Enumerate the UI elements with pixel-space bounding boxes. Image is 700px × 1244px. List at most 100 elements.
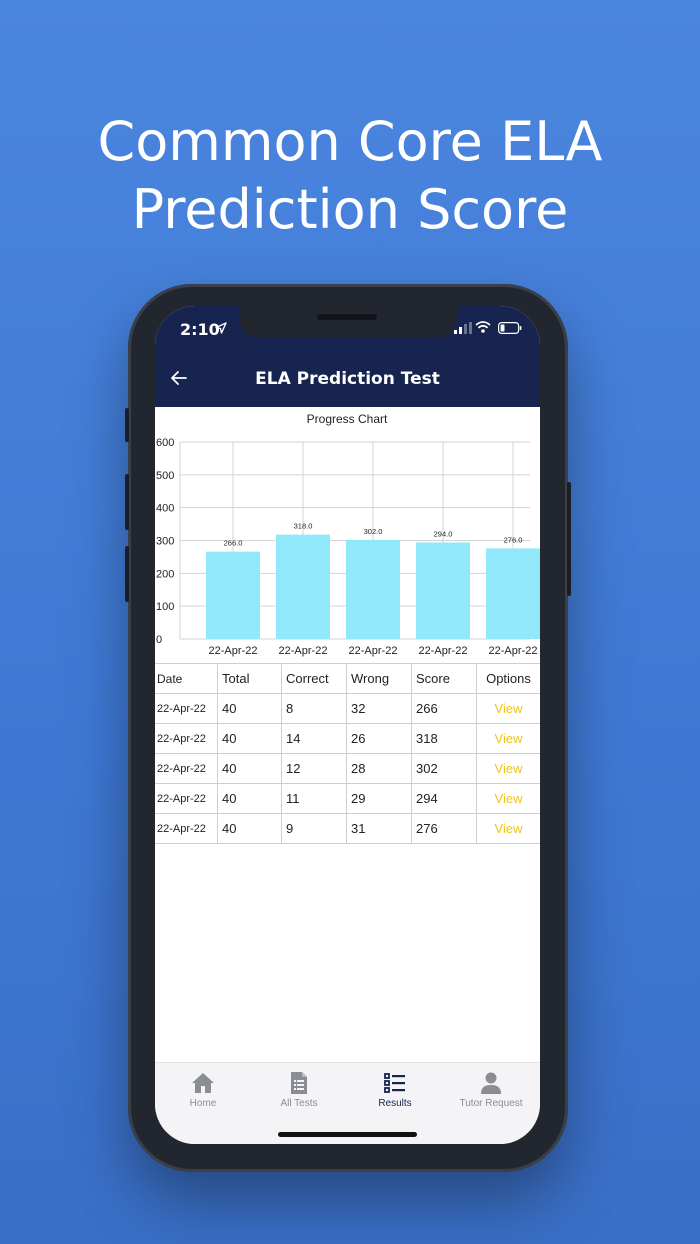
- view-link[interactable]: View: [494, 791, 523, 806]
- chart-bar: [486, 548, 540, 639]
- header-correct: Correct: [282, 664, 347, 693]
- y-tick-label: 400: [156, 503, 174, 515]
- cell-date: 22-Apr-22: [155, 694, 218, 723]
- tab-all-tests[interactable]: All Tests: [251, 1063, 347, 1123]
- table-row: 22-Apr-22 40 11 29 294 View: [155, 784, 540, 814]
- cell-date: 22-Apr-22: [155, 724, 218, 753]
- cell-wrong: 28: [347, 754, 412, 783]
- y-tick-label: 100: [156, 601, 174, 613]
- y-tick-label: 600: [156, 437, 174, 449]
- view-link[interactable]: View: [494, 701, 523, 716]
- chart-title: Progress Chart: [307, 412, 388, 426]
- header-score: Score: [412, 664, 477, 693]
- document-list-icon: [291, 1072, 307, 1094]
- tab-tutor-request[interactable]: Tutor Request: [443, 1063, 539, 1123]
- chart-bar: [346, 539, 400, 639]
- view-link[interactable]: View: [494, 821, 523, 836]
- cell-total: 40: [218, 754, 282, 783]
- phone-screen: 2:10 ELA Prediction Test Progress Char: [155, 306, 540, 1144]
- chart-bar: [206, 551, 260, 639]
- bar-value-label: 276.0: [504, 535, 523, 544]
- mute-switch: [125, 408, 129, 442]
- view-link[interactable]: View: [494, 731, 523, 746]
- y-tick-label: 0: [156, 634, 162, 646]
- promo-headline: Common Core ELA Prediction Score: [0, 108, 700, 244]
- cell-date: 22-Apr-22: [155, 814, 218, 843]
- cell-options: View: [477, 754, 540, 783]
- progress-chart-svg: Progress Chart 0 100 200 300 400 500 600 266.0 22…: [156, 412, 540, 657]
- battery-icon: [498, 322, 522, 334]
- cell-score: 302: [412, 754, 477, 783]
- app-bar: ELA Prediction Test: [155, 352, 540, 407]
- cell-score: 294: [412, 784, 477, 813]
- header-date: Date: [155, 664, 218, 693]
- list-icon: [384, 1073, 405, 1093]
- x-tick-label: 22-Apr-22: [489, 645, 538, 657]
- y-tick-label: 200: [156, 568, 174, 580]
- cell-score: 266: [412, 694, 477, 723]
- volume-down-button: [125, 546, 129, 602]
- speaker-grille: [317, 314, 377, 320]
- header-wrong: Wrong: [347, 664, 412, 693]
- cell-total: 40: [218, 724, 282, 753]
- table-row: 22-Apr-22 40 8 32 266 View: [155, 694, 540, 724]
- chart-bar: [276, 534, 330, 639]
- cell-total: 40: [218, 784, 282, 813]
- cell-options: View: [477, 694, 540, 723]
- tab-home[interactable]: Home: [155, 1063, 251, 1123]
- cell-wrong: 32: [347, 694, 412, 723]
- table-row: 22-Apr-22 40 12 28 302 View: [155, 754, 540, 784]
- bottom-tab-bar: Home All Tests Results: [155, 1062, 540, 1144]
- status-time: 2:10: [180, 320, 220, 339]
- home-indicator[interactable]: [278, 1132, 417, 1137]
- tab-label-tutor-request: Tutor Request: [459, 1098, 523, 1109]
- bar-value-label: 318.0: [294, 522, 313, 531]
- cell-date: 22-Apr-22: [155, 754, 218, 783]
- location-arrow-icon: [215, 322, 227, 334]
- view-link[interactable]: View: [494, 761, 523, 776]
- person-icon: [481, 1072, 501, 1094]
- cell-total: 40: [218, 814, 282, 843]
- header-total: Total: [218, 664, 282, 693]
- table-header-row: Date Total Correct Wrong Score Options: [155, 664, 540, 694]
- cell-score: 276: [412, 814, 477, 843]
- cell-options: View: [477, 724, 540, 753]
- page-title: ELA Prediction Test: [255, 369, 440, 389]
- headline-line-1: Common Core ELA: [97, 110, 603, 173]
- x-tick-label: 22-Apr-22: [419, 645, 468, 657]
- cell-wrong: 26: [347, 724, 412, 753]
- header-options: Options: [486, 671, 531, 686]
- tab-label-home: Home: [189, 1098, 217, 1109]
- cell-correct: 14: [282, 724, 347, 753]
- bar-value-label: 266.0: [224, 539, 243, 548]
- tab-label-results: Results: [378, 1098, 412, 1109]
- x-tick-label: 22-Apr-22: [209, 645, 258, 657]
- x-tick-label: 22-Apr-22: [279, 645, 328, 657]
- table-row: 22-Apr-22 40 14 26 318 View: [155, 724, 540, 754]
- cell-correct: 9: [282, 814, 347, 843]
- x-tick-label: 22-Apr-22: [349, 645, 398, 657]
- bar-value-label: 302.0: [364, 527, 383, 536]
- cell-correct: 12: [282, 754, 347, 783]
- power-button: [567, 482, 571, 596]
- tab-results[interactable]: Results: [347, 1063, 443, 1123]
- cell-options: View: [477, 814, 540, 843]
- progress-chart: Progress Chart 0 100 200 300 400 500 600 266.0 22…: [155, 407, 540, 663]
- camera-notch: [239, 306, 457, 338]
- y-tick-label: 300: [156, 536, 174, 548]
- results-table: Date Total Correct Wrong Score Options 2…: [155, 663, 540, 844]
- headline-line-2: Prediction Score: [131, 178, 569, 241]
- y-tick-label: 500: [156, 470, 174, 482]
- home-icon: [192, 1073, 214, 1093]
- bar-value-label: 294.0: [434, 529, 453, 538]
- cell-score: 318: [412, 724, 477, 753]
- cell-date: 22-Apr-22: [155, 784, 218, 813]
- cell-correct: 11: [282, 784, 347, 813]
- cell-options: View: [477, 784, 540, 813]
- cell-wrong: 29: [347, 784, 412, 813]
- cellular-signal-icon: [454, 322, 472, 334]
- cell-wrong: 31: [347, 814, 412, 843]
- tab-label-all-tests: All Tests: [280, 1098, 318, 1109]
- back-arrow-icon[interactable]: [169, 368, 189, 388]
- volume-up-button: [125, 474, 129, 530]
